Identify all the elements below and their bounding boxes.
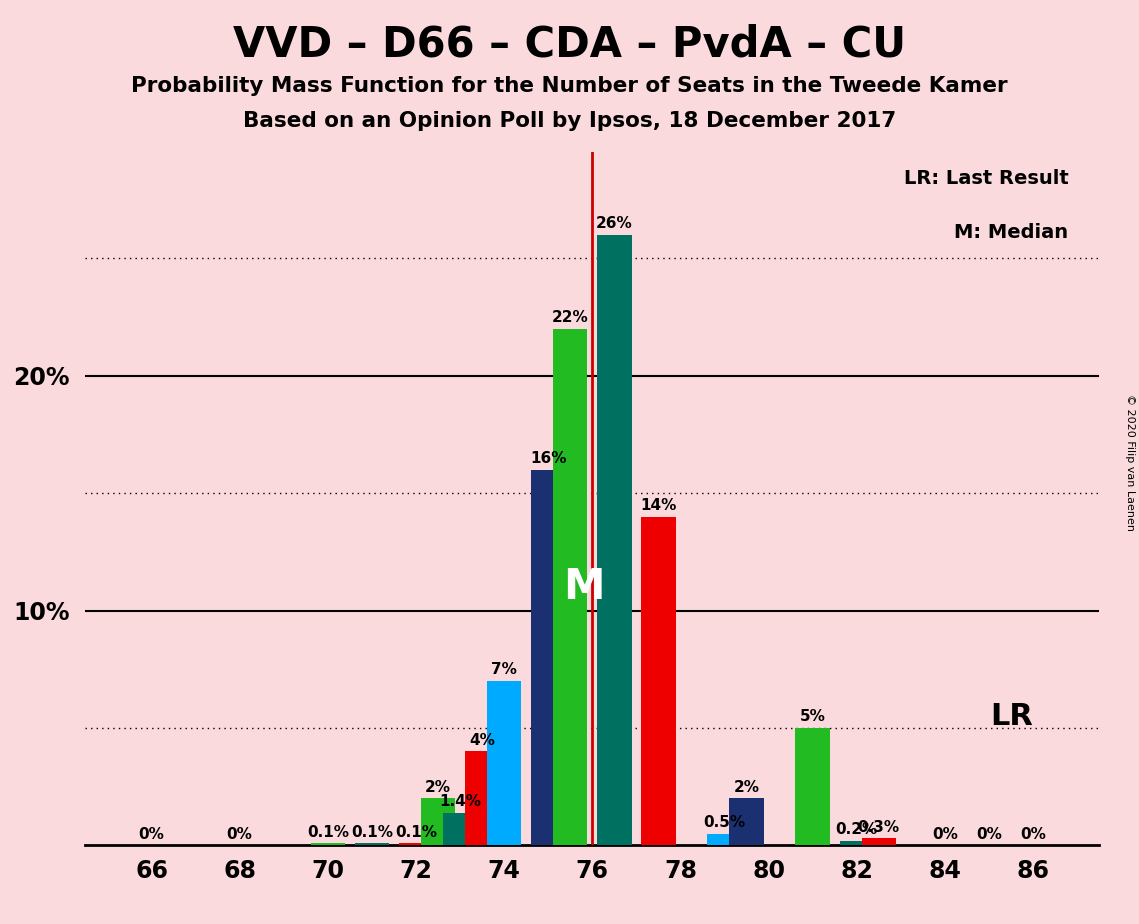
Bar: [354, 843, 390, 845]
Text: 0%: 0%: [227, 827, 253, 842]
Bar: [487, 681, 522, 845]
Bar: [443, 812, 477, 845]
Text: LR: Last Result: LR: Last Result: [903, 169, 1068, 188]
Bar: [861, 838, 896, 845]
Text: 14%: 14%: [640, 498, 677, 513]
Text: 0.1%: 0.1%: [306, 824, 349, 840]
Text: 4%: 4%: [469, 733, 495, 748]
Bar: [597, 235, 631, 845]
Text: Based on an Opinion Poll by Ipsos, 18 December 2017: Based on an Opinion Poll by Ipsos, 18 De…: [243, 111, 896, 131]
Text: © 2020 Filip van Laenen: © 2020 Filip van Laenen: [1125, 394, 1134, 530]
Text: 0.1%: 0.1%: [351, 824, 393, 840]
Text: 0%: 0%: [976, 827, 1002, 842]
Text: 0.3%: 0.3%: [858, 820, 900, 835]
Text: 7%: 7%: [491, 663, 517, 677]
Text: M: M: [563, 566, 604, 608]
Text: M: Median: M: Median: [954, 223, 1068, 242]
Text: 26%: 26%: [596, 216, 632, 231]
Bar: [707, 833, 741, 845]
Bar: [465, 751, 499, 845]
Text: 0%: 0%: [1021, 827, 1046, 842]
Text: VVD – D66 – CDA – PvdA – CU: VVD – D66 – CDA – PvdA – CU: [233, 23, 906, 65]
Text: 5%: 5%: [800, 710, 826, 724]
Bar: [641, 517, 675, 845]
Bar: [311, 843, 345, 845]
Text: LR: LR: [990, 701, 1033, 731]
Text: 0.5%: 0.5%: [704, 815, 746, 830]
Bar: [420, 798, 456, 845]
Text: 0.2%: 0.2%: [836, 822, 878, 837]
Text: 22%: 22%: [552, 310, 589, 325]
Text: Probability Mass Function for the Number of Seats in the Tweede Kamer: Probability Mass Function for the Number…: [131, 76, 1008, 96]
Text: 0.1%: 0.1%: [395, 824, 437, 840]
Text: 1.4%: 1.4%: [439, 794, 481, 809]
Bar: [729, 798, 764, 845]
Bar: [531, 469, 565, 845]
Bar: [839, 841, 874, 845]
Text: 16%: 16%: [530, 451, 566, 466]
Bar: [399, 843, 433, 845]
Text: 2%: 2%: [734, 780, 760, 795]
Bar: [795, 728, 830, 845]
Text: 2%: 2%: [425, 780, 451, 795]
Text: 0%: 0%: [932, 827, 958, 842]
Text: 0%: 0%: [139, 827, 164, 842]
Bar: [554, 329, 588, 845]
